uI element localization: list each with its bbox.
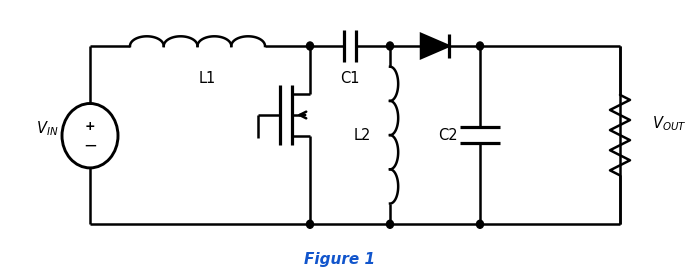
Text: −: − bbox=[83, 137, 97, 155]
Text: $V_{IN}$: $V_{IN}$ bbox=[35, 120, 58, 138]
Text: C2: C2 bbox=[438, 128, 458, 143]
Circle shape bbox=[477, 42, 484, 50]
Text: L1: L1 bbox=[199, 71, 216, 86]
Text: L2: L2 bbox=[353, 128, 370, 143]
Text: +: + bbox=[85, 120, 95, 133]
Circle shape bbox=[386, 42, 393, 50]
Circle shape bbox=[306, 42, 313, 50]
Circle shape bbox=[477, 220, 484, 228]
Text: C1: C1 bbox=[341, 71, 360, 86]
Text: $V_{OUT}$: $V_{OUT}$ bbox=[652, 114, 687, 133]
Circle shape bbox=[386, 220, 393, 228]
Text: Figure 1: Figure 1 bbox=[304, 252, 375, 267]
Polygon shape bbox=[421, 34, 449, 58]
Circle shape bbox=[306, 220, 313, 228]
